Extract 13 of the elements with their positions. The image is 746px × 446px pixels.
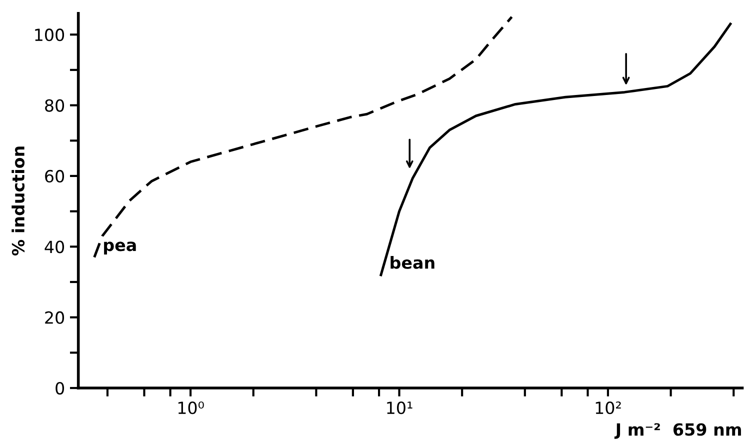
y-tick-label: 0 bbox=[56, 382, 64, 395]
x-tick-label: 10² bbox=[596, 402, 621, 414]
y-tick-label: 60 bbox=[45, 170, 64, 183]
y-tick-label: 80 bbox=[45, 99, 64, 112]
y-tick-label: 20 bbox=[45, 311, 64, 324]
series-label: pea bbox=[104, 242, 136, 254]
x-tick-label: 10⁰ bbox=[178, 402, 204, 414]
y-tick-label: 100 bbox=[35, 28, 64, 42]
x-axis-title: J m⁻² 659 nm bbox=[614, 423, 741, 439]
series-label: bean bbox=[390, 256, 434, 269]
y-axis-title: % induction bbox=[12, 146, 25, 256]
x-tick-label: 10¹ bbox=[387, 402, 412, 414]
y-tick-label: 40 bbox=[44, 240, 64, 254]
